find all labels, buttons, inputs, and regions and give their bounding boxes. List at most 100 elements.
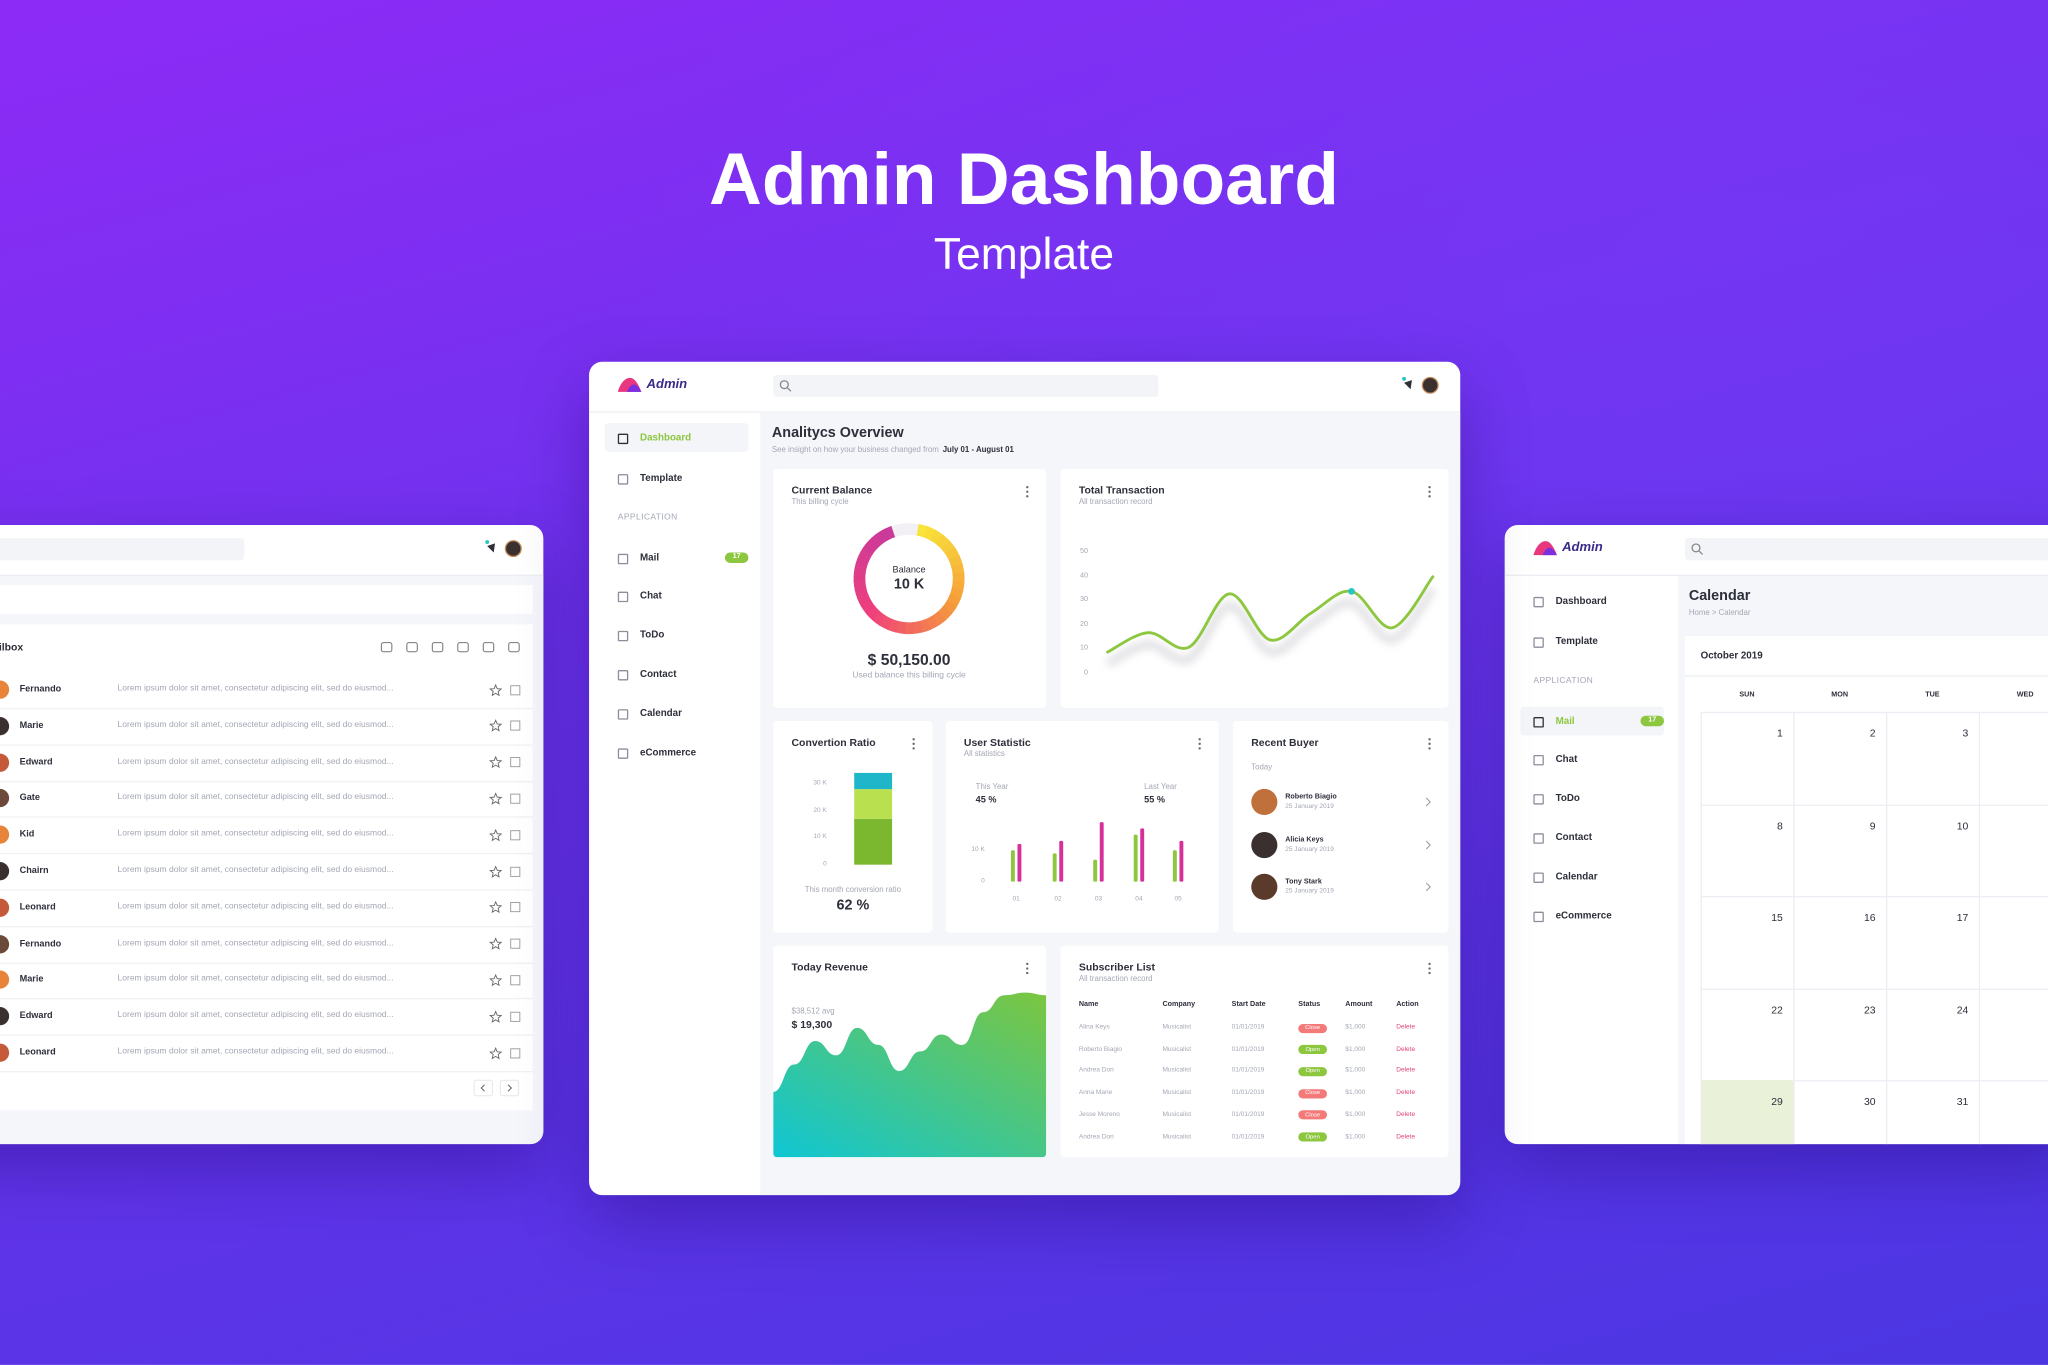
row-divider — [0, 853, 533, 855]
stack-segment — [854, 818, 893, 865]
donut-arc — [925, 615, 939, 631]
buyer-avatar — [1251, 831, 1278, 858]
card-menu — [1026, 962, 1029, 975]
page-title: Calendar — [1688, 588, 1751, 605]
sender-avatar — [0, 1043, 10, 1062]
nav-icon — [1533, 832, 1544, 844]
stack-segment — [854, 772, 893, 790]
card: Total Transaction All transaction record 0… — [1060, 468, 1449, 708]
sender-name: Marie — [19, 721, 44, 731]
y-tick-label: 0 — [981, 877, 985, 885]
card-title: Subscriber List — [1078, 961, 1155, 974]
nav-icon — [1533, 871, 1544, 883]
sender-name: Marie — [19, 975, 44, 985]
row-divider — [0, 780, 533, 782]
nav-item: Mail — [639, 551, 660, 564]
toolbar-icon — [406, 642, 418, 653]
conversion-note: This month conversion ratio — [804, 886, 902, 895]
top-icons — [1402, 376, 1439, 394]
donut-arc — [853, 562, 868, 575]
menu-dot — [912, 738, 915, 741]
nav-icon — [617, 669, 629, 680]
bar — [1017, 844, 1022, 882]
row-actions — [489, 828, 521, 841]
action-link: Delete — [1396, 1110, 1416, 1119]
nav-icon — [1533, 793, 1544, 804]
sender-avatar — [0, 862, 10, 881]
menu-dot — [1026, 962, 1029, 966]
day-number: 31 — [1956, 1095, 1969, 1108]
row-actions — [489, 755, 521, 769]
bar — [1133, 834, 1138, 882]
checkbox — [510, 829, 521, 840]
mail-badge-count: 17 — [1648, 716, 1657, 724]
page-subtitle-text: See insight on how your business changed… — [771, 446, 939, 455]
nav-icon — [617, 630, 629, 641]
toolbar-icon — [457, 642, 469, 653]
search-lens — [1691, 543, 1701, 553]
donut-arc — [948, 555, 963, 568]
row-divider — [0, 962, 533, 964]
notify-dot — [485, 540, 490, 544]
cell: Musicalist — [1162, 1066, 1192, 1075]
highlight-point — [1348, 587, 1355, 595]
bar — [1179, 840, 1184, 882]
card-subtitle: All transaction record — [1078, 498, 1153, 507]
menu-dot — [1026, 490, 1029, 493]
day-number: 9 — [1869, 819, 1876, 832]
checkbox — [510, 902, 521, 913]
nav-icon — [1533, 636, 1544, 648]
search-icon — [779, 380, 792, 392]
cell: $1,000 — [1345, 1088, 1366, 1097]
nav-item: Calendar — [1555, 870, 1598, 882]
status-text: Close — [1305, 1023, 1321, 1031]
cell: $1,000 — [1345, 1132, 1366, 1141]
day-column-line — [1793, 711, 1795, 1145]
logo-hill-back — [626, 384, 642, 392]
nav-icon — [617, 553, 629, 564]
cell: $1,000 — [1345, 1023, 1366, 1032]
mail-badge: 17 — [724, 552, 749, 563]
calendar-divider — [1684, 675, 2048, 677]
checkbox — [510, 720, 521, 731]
donut-arc — [942, 600, 958, 615]
donut-arc — [878, 615, 893, 630]
cell: Jesse Moreno — [1078, 1110, 1120, 1119]
bar — [1059, 840, 1064, 882]
row-actions — [489, 792, 521, 805]
menu-dot — [1198, 738, 1201, 741]
buyer-avatar — [1251, 788, 1278, 816]
donut-label: Balance — [892, 566, 926, 576]
card-subtitle: All transaction record — [1078, 975, 1153, 984]
bar — [1052, 853, 1057, 882]
sender-avatar — [0, 753, 10, 772]
transaction-chart — [1105, 575, 1437, 668]
stat-label: This Year — [975, 783, 1009, 792]
day-column-line — [1886, 711, 1888, 1145]
sender-name: Fernando — [19, 685, 62, 695]
x-tick-label: 03 — [1094, 895, 1103, 904]
dashboard-window: Admin Dashboard Template APPLICATION Mail 17 C… — [589, 361, 1461, 1196]
sender-name: Edward — [19, 1011, 53, 1021]
mail-snippet: Lorem ipsum dolor sit amet, consectetur … — [117, 720, 394, 730]
buyer-avatar — [1251, 873, 1278, 900]
sender-avatar — [0, 789, 10, 808]
cell: 01/01/2019 — [1231, 1066, 1265, 1075]
sender-name: Leonard — [19, 1048, 56, 1058]
day-number: 15 — [1771, 911, 1783, 924]
week-line — [1700, 988, 2048, 990]
day-column-line — [1978, 711, 1981, 1145]
cell: 01/01/2019 — [1231, 1110, 1265, 1119]
logo-hill-back — [1542, 547, 1557, 556]
cell: $1,000 — [1345, 1045, 1366, 1053]
nav-active-bg — [1520, 706, 1664, 736]
nav-icon — [617, 473, 629, 484]
nav-item: eCommerce — [1555, 909, 1612, 922]
nav-item: eCommerce — [639, 746, 697, 758]
menu-dot — [1198, 742, 1201, 746]
buyer-date: 25 January 2019 — [1285, 802, 1334, 811]
star-icon — [489, 683, 503, 696]
menu-dot — [1026, 967, 1029, 970]
action-link: Delete — [1396, 1023, 1416, 1032]
